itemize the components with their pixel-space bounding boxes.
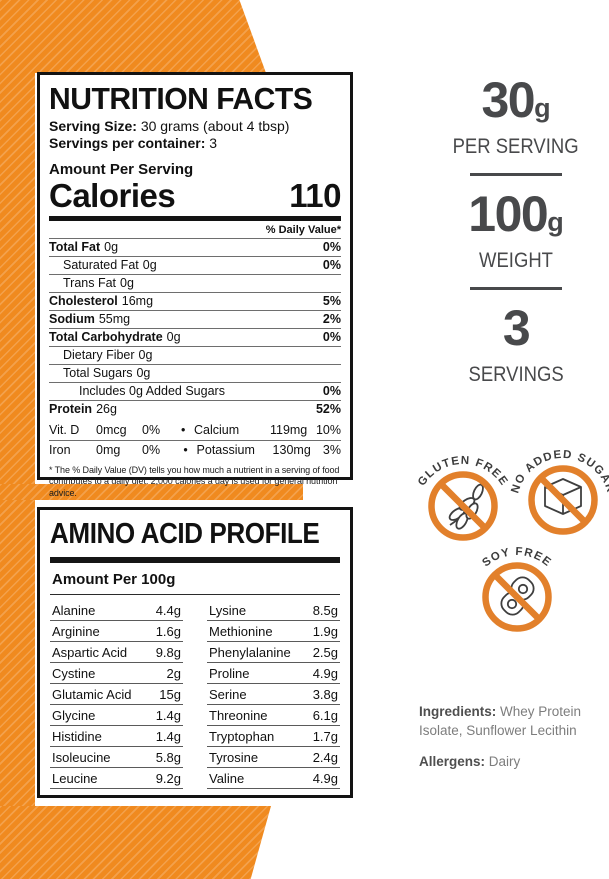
ban-slash <box>492 572 542 622</box>
divider-thick <box>49 215 341 221</box>
micronutrient-row: Iron 0mg 0% • Potassium 130mg 3% <box>49 443 341 458</box>
servings-value: 3 <box>209 134 218 151</box>
nutrient-row: Trans Fat 0g <box>49 275 341 293</box>
daily-value-header: % Daily Value* <box>49 221 341 239</box>
amino-acid-column-left: Alanine 4.4g Arginine 1.6g Aspartic Acid 9.… <box>50 600 183 789</box>
amino-acid-row: Cystine 2g <box>50 663 183 684</box>
allergens-line: Allergens: Dairy <box>419 752 603 771</box>
divider-line <box>470 287 562 290</box>
amino-acid-row: Leucine 9.2g <box>50 768 183 789</box>
ingredients-value: Whey Protein Isolate, Sunflower Lecithin <box>419 704 582 738</box>
divider-line <box>470 173 562 176</box>
amino-acid-row: Serine 3.8g <box>207 684 340 705</box>
amino-acid-row: Glycine 1.4g <box>50 705 183 726</box>
amino-acid-row: Tryptophan 1.7g <box>207 726 340 747</box>
serving-size-line: Serving Size: 30 grams (about 4 tbsp) <box>49 118 341 135</box>
amino-acid-column-right: Lysine 8.5g Methionine 1.9g Phenylalanine 2… <box>207 600 340 789</box>
amino-acid-row: Histidine 1.4g <box>50 726 183 747</box>
allergens-value: Dairy <box>488 754 521 769</box>
nutrient-row: Total Carbohydrate 0g 0% <box>49 329 341 347</box>
nutrient-row: Protein 26g 52% <box>49 401 341 416</box>
orange-stripe-band-bottom <box>0 806 271 879</box>
amino-acid-row: Tyrosine 2.4g <box>207 747 340 768</box>
amino-acid-row: Aspartic Acid 9.8g <box>50 642 183 663</box>
no-added-sugar-badge: NO ADDED SUGAR <box>509 449 609 535</box>
ban-circle <box>428 471 498 541</box>
per-serving-highlight: 30g PER SERVING <box>453 72 579 158</box>
ban-slash <box>438 481 488 531</box>
amino-acid-row: Phenylalanine 2.5g <box>207 642 340 663</box>
micronutrient-row: Vit. D 0mcg 0% • Calcium 119mg 10% <box>49 421 341 441</box>
amino-acid-row: Proline 4.9g <box>207 663 340 684</box>
orange-stripe-band-middle <box>0 484 303 500</box>
orange-stripe-band-top <box>0 0 266 73</box>
amino-acid-row: Threonine 6.1g <box>207 705 340 726</box>
calories-label: Calories <box>49 176 176 214</box>
amino-acid-title: AMINO ACID PROFILE <box>50 518 320 550</box>
ban-slash <box>538 475 588 525</box>
allergens-label: Allergens: <box>419 754 486 769</box>
gluten-free-badge: GLUTEN FREE <box>416 455 509 541</box>
amino-acid-row: Glutamic Acid 15g <box>50 684 183 705</box>
amino-acid-row: Valine 4.9g <box>207 768 340 789</box>
amino-acid-row: Isoleucine 5.8g <box>50 747 183 768</box>
ingredients-block: Ingredients: Whey Protein Isolate, Sunfl… <box>419 702 603 783</box>
highlight-column: 30g PER SERVING 100g WEIGHT 3 SERVINGS <box>420 74 609 387</box>
ban-circle <box>528 465 598 535</box>
bullet-separator: • <box>183 443 188 458</box>
amino-acid-row: Methionine 1.9g <box>207 621 340 642</box>
amino-acid-row: Alanine 4.4g <box>50 600 183 621</box>
daily-value-footnote: * The % Daily Value (DV) tells you how m… <box>49 464 340 498</box>
amino-acid-panel: AMINO ACID PROFILE Amount Per 100g Alani… <box>37 507 353 798</box>
divider-bar <box>50 556 340 563</box>
nutrition-facts-panel: NUTRITION FACTS Serving Size: 30 grams (… <box>37 72 353 498</box>
nutrient-row: Total Sugars 0g <box>49 365 341 383</box>
soy-free-badge: SOY FREE <box>480 546 552 632</box>
ingredients-line: Ingredients: Whey Protein Isolate, Sunfl… <box>419 702 603 740</box>
nutrient-row: Includes 0g Added Sugars 0% <box>49 383 341 401</box>
calories-value: 110 <box>289 176 341 214</box>
servings-per-container-line: Servings per container: 3 <box>49 135 341 152</box>
amino-acid-subtitle: Amount Per 100g <box>52 571 176 588</box>
nutrient-row: Saturated Fat 0g 0% <box>49 257 341 275</box>
nutrient-row: Cholesterol 16mg 5% <box>49 293 341 311</box>
servings-highlight: 3 SERVINGS <box>468 300 564 386</box>
amino-acid-row: Arginine 1.6g <box>50 621 183 642</box>
orange-stripe-band-left <box>0 0 35 879</box>
calories-row: Calories 110 <box>49 179 341 212</box>
amino-acid-row: Lysine 8.5g <box>207 600 340 621</box>
weight-highlight: 100g WEIGHT <box>468 186 564 272</box>
serving-size-label: Serving Size: <box>49 117 137 134</box>
nutrient-row: Total Fat 0g 0% <box>49 239 341 257</box>
nutrition-facts-title: NUTRITION FACTS <box>49 81 313 116</box>
ingredients-label: Ingredients: <box>419 704 497 719</box>
servings-label: Servings per container: <box>49 134 206 151</box>
bullet-separator: • <box>180 423 186 438</box>
nutrient-row: Dietary Fiber 0g <box>49 347 341 365</box>
divider-line <box>50 594 340 595</box>
serving-size-value: 30 grams (about 4 tbsp) <box>140 117 290 134</box>
amount-per-serving-label: Amount Per Serving <box>49 160 194 178</box>
amino-acid-table: Alanine 4.4g Arginine 1.6g Aspartic Acid 9.… <box>50 600 340 789</box>
nutrient-row: Sodium 55mg 2% <box>49 311 341 329</box>
ban-circle <box>482 562 552 632</box>
